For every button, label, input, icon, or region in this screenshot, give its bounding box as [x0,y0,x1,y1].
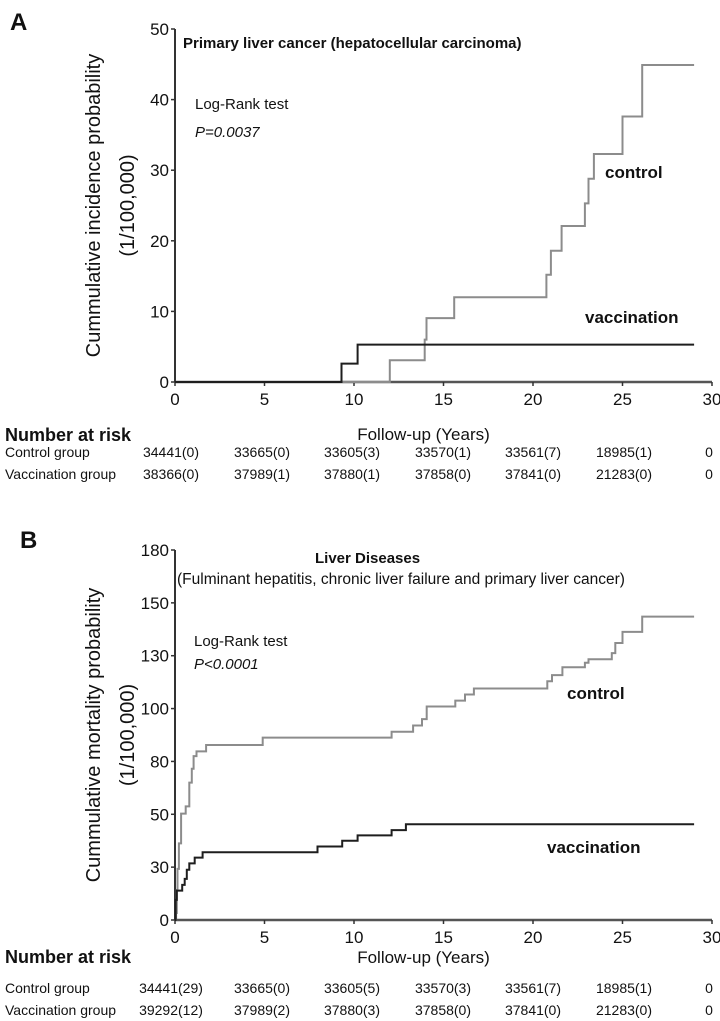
y-tick-label: 30 [150,161,169,180]
panel-label: B [20,527,37,554]
x-tick-label: 30 [703,928,720,947]
y-tick-label: 50 [150,805,169,824]
x-tick-label: 15 [434,928,453,947]
risk-cell: 37841(0) [505,466,561,482]
risk-cell: 33561(7) [505,980,561,996]
risk-table: Number at risk Control group 34441(29) 3366… [5,947,713,1018]
risk-cell: 33570(3) [415,980,471,996]
p-value: P<0.0001 [194,656,259,673]
risk-table-row: Control group 34441(0) 33665(0) 33605(3) 335… [5,444,713,460]
risk-cell: 0 [705,444,713,460]
x-tick-label: 5 [260,928,269,947]
series-label-vaccination: vaccination [585,308,679,327]
x-tick-label: 0 [170,390,179,409]
y-axis-title: Cummulative mortality probability [83,588,105,883]
risk-row-label: Vaccination group [5,1002,116,1018]
y-tick-label: 80 [150,752,169,771]
x-tick-label: 10 [345,390,364,409]
x-tick-label: 25 [613,390,632,409]
series-line-vaccination [175,343,695,383]
panel-label: A [10,9,27,36]
risk-row-label: Control group [5,980,90,996]
risk-cell: 37989(1) [234,466,290,482]
series-label-control: control [605,163,663,182]
risk-cell: 38366(0) [143,466,199,482]
risk-cell: 33605(5) [324,980,380,996]
risk-table-row: Vaccination group 39292(12) 37989(2) 37880(… [5,1002,713,1018]
y-tick-label: 0 [160,911,169,930]
y-tick-label: 100 [141,700,169,719]
x-tick-label: 20 [524,928,543,947]
risk-cell: 37989(2) [234,1002,290,1018]
y-tick-label: 180 [141,541,169,560]
series-line-vaccination [174,823,695,921]
test-name: Log-Rank test [194,633,288,650]
y-tick-label: 30 [150,858,169,877]
risk-cell: 33605(3) [324,444,380,460]
y-tick-label: 20 [150,232,169,251]
risk-cell: 33561(7) [505,444,561,460]
y-tick-label: 10 [150,302,169,321]
x-tick-label: 5 [260,390,269,409]
risk-cell: 39292(12) [139,1002,203,1018]
y-axis-unit: (1/100,000) [117,154,139,256]
chart-title: Liver Diseases [315,550,420,567]
risk-cell: 33570(1) [415,444,471,460]
risk-cell: 33665(0) [234,444,290,460]
risk-cell: 0 [705,466,713,482]
risk-table-title: Number at risk [5,947,132,967]
risk-cell: 37858(0) [415,1002,471,1018]
risk-cell: 0 [705,1002,713,1018]
x-axis-title: Follow-up (Years) [357,425,490,444]
risk-table-title: Number at risk [5,425,132,445]
series-label-control: control [567,684,625,703]
chart-title: Primary liver cancer (hepatocellular car… [183,35,522,52]
series-line-control [175,615,695,921]
risk-row-label: Control group [5,444,90,460]
x-tick-label: 0 [170,928,179,947]
test-name: Log-Rank test [195,96,289,113]
risk-cell: 0 [705,980,713,996]
risk-cell: 37880(3) [324,1002,380,1018]
risk-row-label: Vaccination group [5,466,116,482]
p-value: P=0.0037 [195,124,260,141]
y-tick-label: 40 [150,91,169,110]
x-tick-label: 25 [613,928,632,947]
x-tick-label: 30 [703,390,720,409]
panel-b: B 0 30 50 80 100 130 150 180 0 5 10 15 20 25 30 Cummulat… [5,527,720,1018]
y-axis-unit: (1/100,000) [117,684,139,786]
risk-cell: 37880(1) [324,466,380,482]
risk-cell: 33665(0) [234,980,290,996]
series-label-vaccination: vaccination [547,838,641,857]
risk-cell: 34441(29) [139,980,203,996]
y-tick-label: 0 [160,373,169,392]
risk-cell: 37841(0) [505,1002,561,1018]
x-tick-label: 20 [524,390,543,409]
x-tick-label: 10 [345,928,364,947]
y-tick-label: 50 [150,20,169,39]
y-axis-title: Cummulative incidence probability [83,54,105,357]
y-tick-label: 150 [141,594,169,613]
risk-cell: 37858(0) [415,466,471,482]
risk-cell: 34441(0) [143,444,199,460]
y-tick-label: 130 [141,647,169,666]
risk-cell: 18985(1) [596,444,652,460]
x-tick-label: 15 [434,390,453,409]
risk-cell: 21283(0) [596,1002,652,1018]
chart-subtitle: (Fulminant hepatitis, chronic liver fail… [177,571,625,588]
risk-table-row: Control group 34441(29) 33665(0) 33605(5) 33… [5,980,713,996]
risk-table-row: Vaccination group 38366(0) 37989(1) 37880(1… [5,466,713,482]
series-line-control [175,64,695,383]
panel-a: A 0 10 20 30 40 50 0 5 10 15 20 25 30 Cummulative inci… [5,9,720,482]
risk-cell: 21283(0) [596,466,652,482]
x-axis-title: Follow-up (Years) [357,948,490,967]
risk-cell: 18985(1) [596,980,652,996]
